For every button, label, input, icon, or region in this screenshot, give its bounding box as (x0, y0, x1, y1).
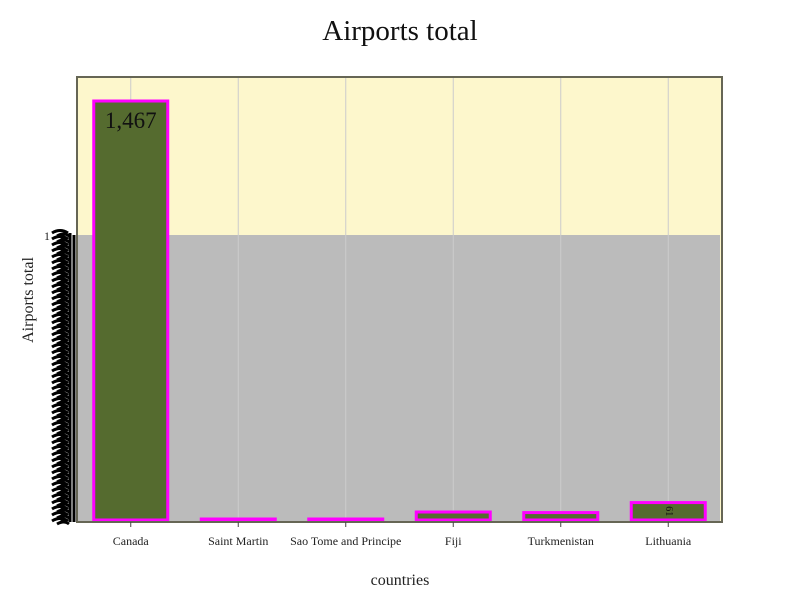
chart-title: Airports total (322, 15, 477, 47)
bar (414, 510, 492, 522)
plot-frame (76, 76, 723, 523)
y-axis-title: Airports total (20, 257, 37, 343)
plot-area: 1,467 61 (76, 76, 723, 523)
x-tick-label: Sao Tome and Principe (290, 534, 401, 548)
bar (307, 517, 385, 522)
x-axis-title: countries (371, 572, 430, 589)
y-axis-tick-labels-overlap (51, 229, 76, 526)
x-tick-label: Fiji (445, 534, 462, 548)
bars (92, 99, 707, 522)
data-label: 61 (663, 506, 674, 516)
value-labels: 1,467 61 (105, 108, 674, 516)
bar (92, 99, 170, 522)
y-axis: 1 (44, 229, 76, 526)
x-axis: Canada Saint Martin Sao Tome and Principe F… (113, 522, 692, 548)
y-tick-label: 1 (44, 229, 50, 243)
bar (522, 511, 600, 522)
data-label: 1,467 (105, 108, 157, 133)
x-tick-label: Saint Martin (208, 534, 268, 548)
bar (199, 517, 277, 522)
x-tick-label: Lithuania (645, 534, 692, 548)
x-tick-label: Turkmenistan (528, 534, 594, 548)
x-tick-label: Canada (113, 534, 150, 548)
bar (629, 501, 707, 522)
lower-band (77, 235, 720, 522)
